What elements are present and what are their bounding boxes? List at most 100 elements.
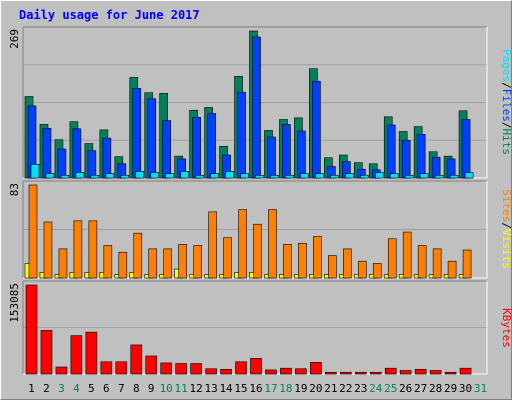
bar-kbytes-day-10 (160, 362, 173, 375)
x-tick-label: 21 (324, 382, 337, 395)
bar-sites-day-15 (238, 209, 247, 279)
panel-visits-sites: 83 Sites/Visits (8, 180, 512, 279)
bar-kbytes-day-11 (175, 363, 187, 375)
legend-separator: / (500, 122, 512, 129)
bar-pages-day-19 (300, 173, 309, 179)
bar-sites-day-22 (343, 248, 352, 279)
legend-files: Files (500, 89, 512, 122)
bar-sites-day-13 (208, 211, 217, 279)
bar-files-day-27 (416, 133, 426, 179)
bar-sites-day-24 (372, 263, 382, 279)
legend-kbytes: KBytes (500, 308, 512, 348)
x-tick-label: 1 (28, 382, 35, 395)
bar-pages-day-20 (315, 173, 324, 179)
bar-kbytes-day-19 (295, 368, 307, 375)
x-tick-label: 6 (103, 382, 110, 395)
bar-files-day-17 (267, 136, 276, 179)
x-tick-label: 4 (73, 382, 80, 395)
bar-kbytes-day-1 (25, 284, 38, 375)
bar-pages-day-23 (359, 174, 369, 179)
chart-title: Daily usage for June 2017 (19, 8, 200, 22)
bar-files-day-12 (192, 117, 201, 179)
bar-files-day-25 (386, 124, 396, 179)
bar-sites-day-5 (88, 220, 98, 279)
bar-files-day-6 (102, 137, 112, 179)
bar-sites-day-4 (73, 220, 83, 279)
bar-sites-day-29 (447, 260, 457, 279)
bar-kbytes-day-26 (399, 370, 412, 375)
bar-pages-day-11 (180, 171, 189, 179)
legend-visits: Visits (500, 229, 512, 269)
bar-pages-day-22 (345, 173, 354, 179)
bar-sites-day-10 (163, 248, 173, 279)
bar-files-day-8 (132, 88, 142, 179)
bar-pages-day-9 (150, 172, 160, 179)
x-tick-label: 8 (133, 382, 140, 395)
bar-pages-day-14 (225, 171, 234, 179)
x-tick-label: 19 (294, 382, 307, 395)
bar-sites-day-28 (432, 248, 442, 279)
bar-pages-day-17 (270, 174, 279, 179)
bar-sites-day-12 (193, 245, 202, 279)
x-tick-label: 23 (354, 382, 367, 395)
x-tick-label: 24 (369, 382, 383, 395)
bar-files-day-5 (87, 150, 97, 179)
bar-kbytes-day-17 (265, 369, 277, 375)
bar-kbytes-day-22 (340, 371, 352, 375)
bar-kbytes-day-28 (429, 370, 442, 375)
bar-sites-day-8 (133, 232, 143, 279)
x-tick-label: 30 (459, 382, 472, 395)
bar-pages-day-30 (464, 172, 474, 179)
x-tick-label: 3 (58, 382, 65, 395)
x-tick-label: 9 (148, 382, 155, 395)
bar-kbytes-day-7 (115, 361, 128, 375)
panel-legend: Sites/Visits (500, 189, 512, 269)
panel-max-label: 269 (8, 29, 21, 49)
bar-files-day-16 (252, 36, 261, 179)
legend-hits: Hits (500, 129, 512, 156)
bar-pages-day-1 (30, 164, 40, 179)
bar-sites-day-1 (28, 184, 38, 279)
x-tick-label: 29 (444, 382, 457, 395)
bar-sites-day-3 (58, 248, 68, 279)
bar-kbytes-day-13 (205, 368, 217, 375)
bar-files-day-10 (162, 120, 172, 179)
bar-pages-day-28 (434, 174, 444, 179)
x-tick-label: 12 (190, 382, 203, 395)
x-tick-label: 13 (204, 382, 217, 395)
bar-sites-day-18 (283, 244, 292, 279)
bar-pages-day-6 (105, 173, 115, 179)
bar-sites-day-30 (462, 249, 472, 279)
bar-files-day-28 (431, 156, 441, 179)
panel-max-label: 153085 (8, 283, 21, 323)
bar-pages-day-29 (449, 174, 459, 179)
bar-sites-day-23 (357, 260, 367, 279)
bar-sites-day-11 (178, 244, 187, 279)
x-tick-label: 7 (118, 382, 125, 395)
bar-files-day-19 (297, 130, 306, 179)
bar-files-day-30 (461, 119, 471, 179)
x-tick-label: 27 (414, 382, 427, 395)
bar-pages-day-24 (374, 172, 384, 179)
bar-kbytes-day-24 (369, 371, 382, 375)
bar-pages-day-21 (330, 174, 339, 179)
bar-pages-day-4 (75, 172, 85, 179)
bar-pages-day-25 (389, 173, 399, 179)
bar-kbytes-day-6 (100, 361, 113, 375)
x-tick-label: 11 (175, 382, 188, 395)
bar-files-day-13 (207, 113, 216, 179)
x-tick-label: 18 (279, 382, 292, 395)
bar-kbytes-day-20 (310, 362, 322, 375)
bar-files-day-4 (72, 128, 82, 179)
bar-kbytes-day-21 (325, 371, 337, 375)
bar-pages-day-13 (210, 173, 219, 179)
x-axis: 1 2 3 4 5 6 7 8 9 10 11 12 13 14 15 16 17 18 19 20 21 22 23 24 2… (28, 382, 487, 395)
legend-separator: / (500, 222, 512, 229)
bar-kbytes-day-8 (130, 344, 143, 375)
bar-pages-day-16 (255, 174, 264, 179)
bar-pages-day-7 (120, 174, 130, 179)
bar-kbytes-day-4 (70, 335, 83, 375)
bar-kbytes-day-14 (220, 369, 232, 375)
bar-pages-day-8 (135, 171, 145, 179)
